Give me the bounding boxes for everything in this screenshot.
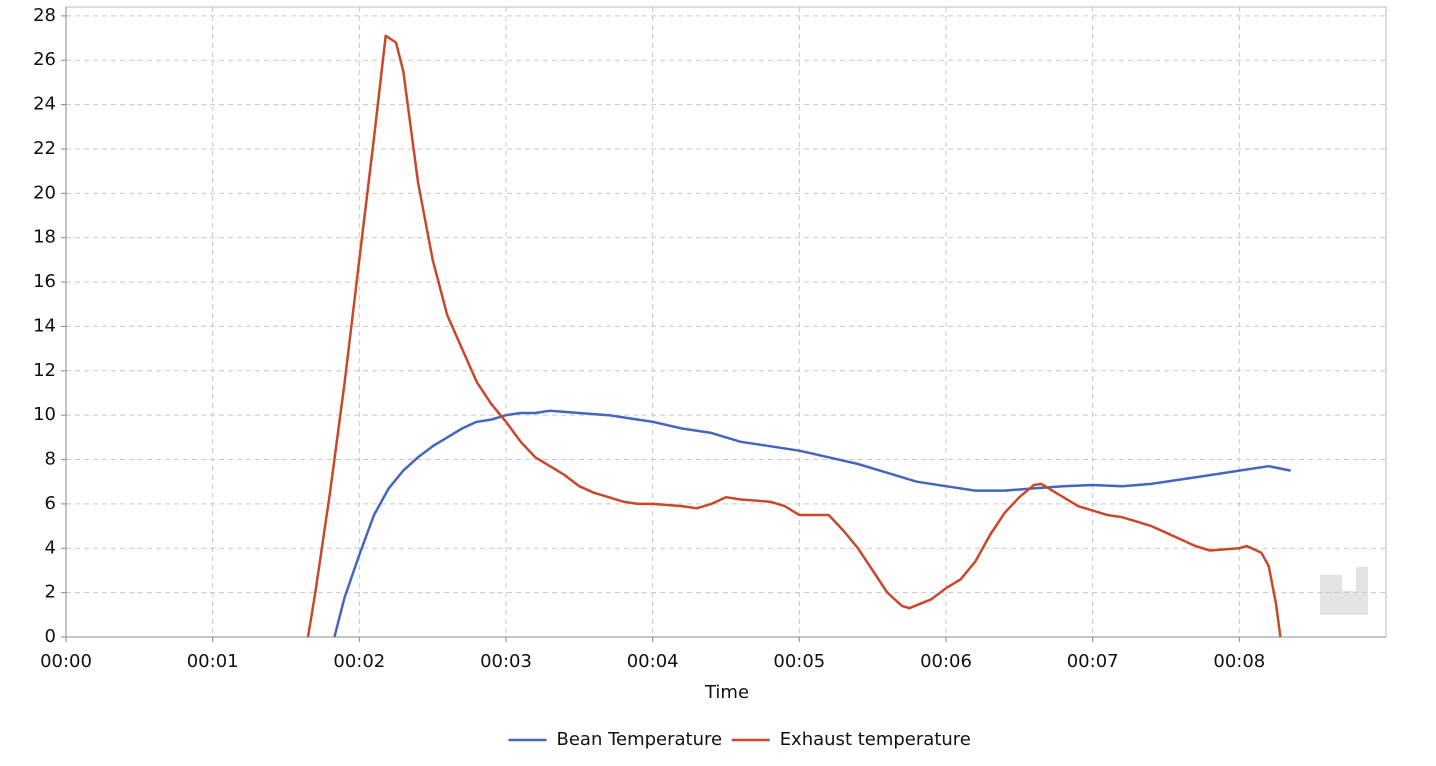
x-tick-label: 00:08 bbox=[1213, 651, 1265, 672]
y-tick-label: 18 bbox=[33, 227, 56, 248]
y-tick-label: 20 bbox=[33, 182, 56, 203]
y-tick-label: 0 bbox=[45, 626, 56, 647]
y-tick-label: 12 bbox=[33, 360, 56, 381]
x-tick-label: 00:01 bbox=[187, 651, 239, 672]
series-line bbox=[306, 34, 1282, 638]
legend-label: Bean Temperature bbox=[557, 729, 723, 750]
x-tick-label: 00:07 bbox=[1067, 651, 1119, 672]
y-tick-label: 10 bbox=[33, 404, 56, 425]
legend-label: Exhaust temperature bbox=[780, 729, 971, 750]
watermark bbox=[1320, 567, 1368, 615]
y-tick-label: 4 bbox=[45, 537, 56, 558]
y-tick-label: 24 bbox=[33, 94, 56, 115]
y-tick-label: 2 bbox=[45, 582, 56, 603]
x-tick-label: 00:02 bbox=[333, 651, 385, 672]
y-tick-label: 26 bbox=[33, 49, 56, 70]
x-tick-label: 00:00 bbox=[40, 651, 92, 672]
x-tick-label: 00:04 bbox=[627, 651, 679, 672]
y-tick-label: 28 bbox=[33, 5, 56, 26]
x-tick-label: 00:05 bbox=[773, 651, 825, 672]
series-line bbox=[333, 409, 1291, 638]
y-tick-label: 6 bbox=[45, 493, 56, 514]
x-tick-label: 00:06 bbox=[920, 651, 972, 672]
y-tick-label: 14 bbox=[33, 315, 56, 336]
x-tick-label: 00:03 bbox=[480, 651, 532, 672]
y-tick-label: 8 bbox=[45, 449, 56, 470]
y-tick-label: 16 bbox=[33, 271, 56, 292]
x-axis-label: Time bbox=[704, 682, 749, 703]
y-tick-label: 22 bbox=[33, 138, 56, 159]
